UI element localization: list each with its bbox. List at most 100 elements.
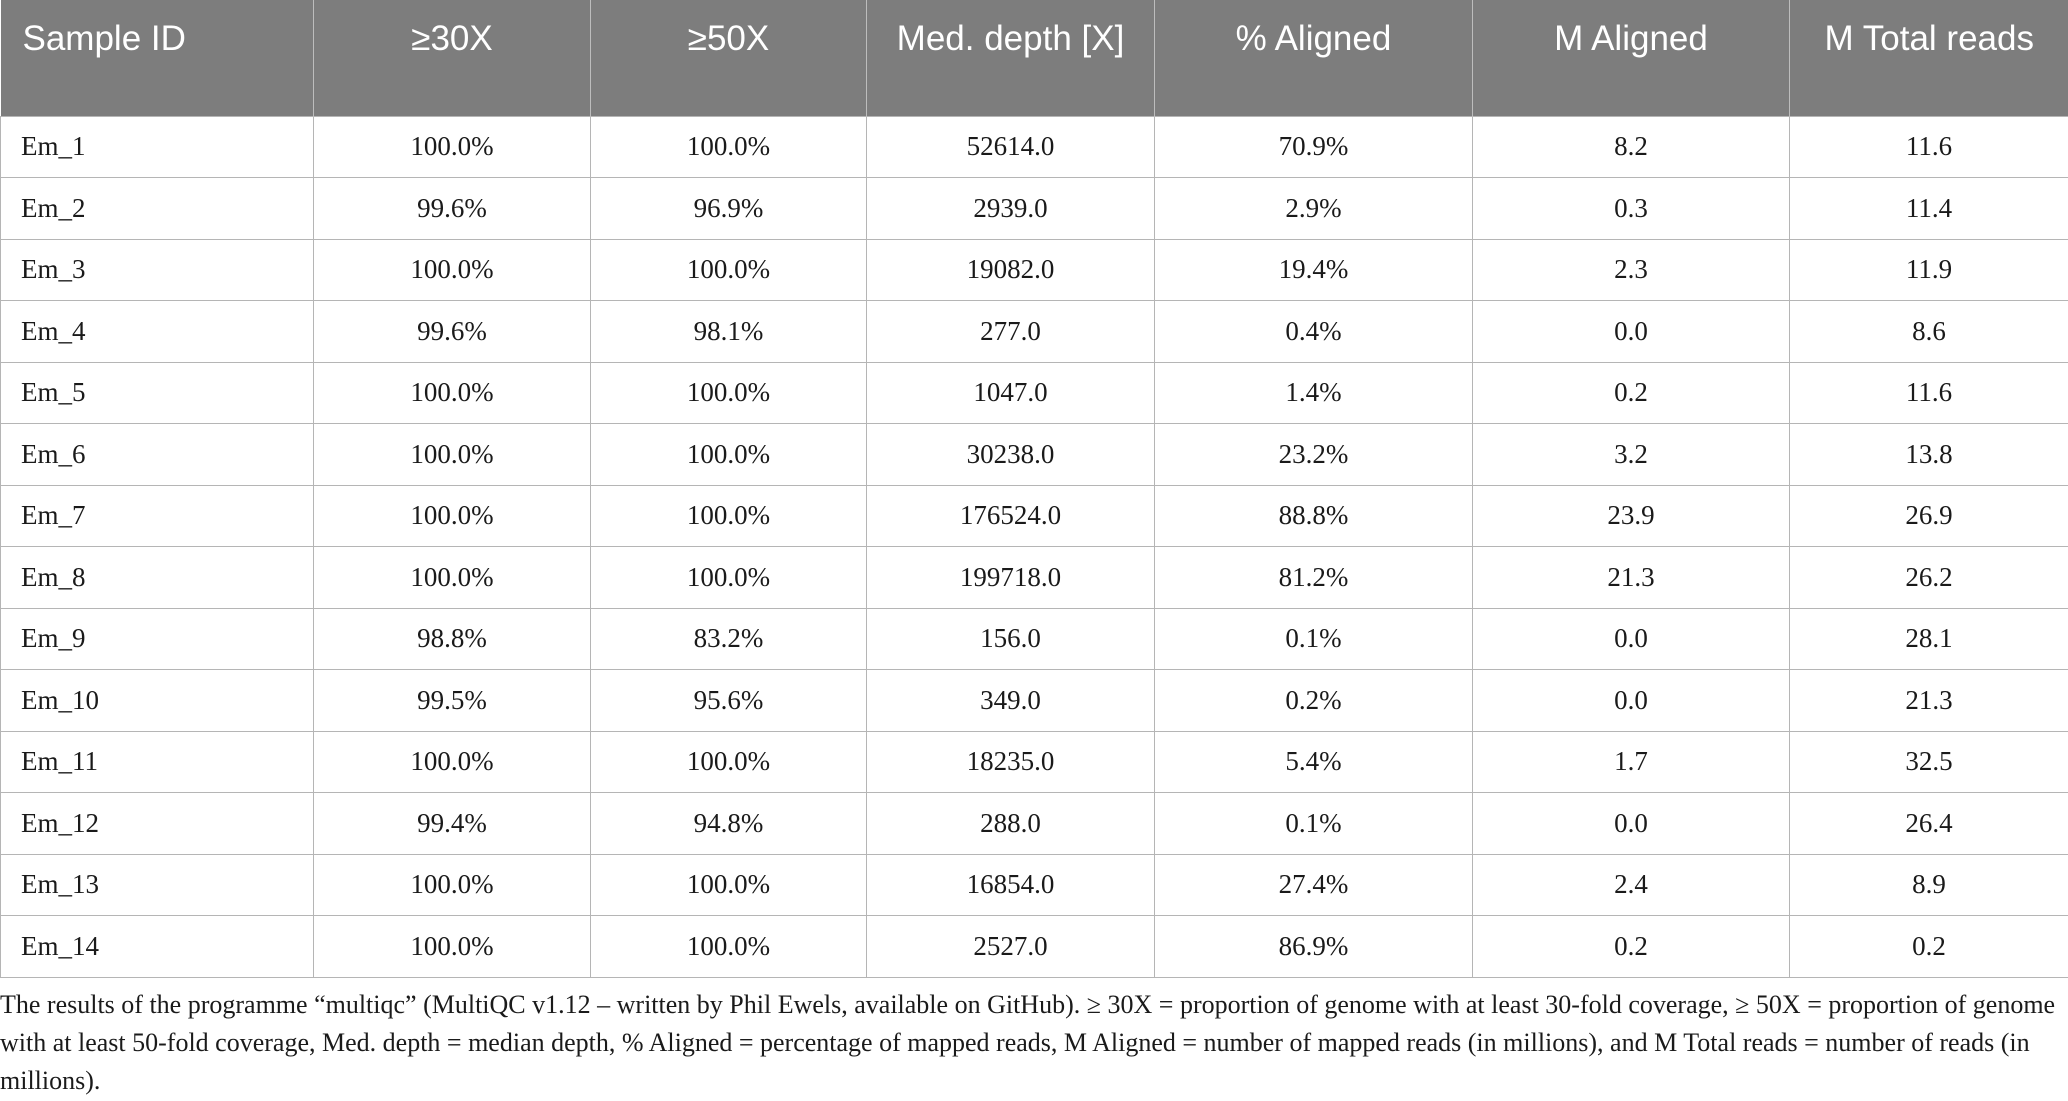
cell-median-depth: 1047.0	[866, 361, 1155, 424]
cell-sample-id: Em_7	[0, 484, 314, 547]
coverage-table: Sample ID ≥30X ≥50X Med. depth [X] % Ali…	[0, 0, 2068, 978]
cell-median-depth: 2939.0	[866, 177, 1155, 240]
cell-sample-id: Em_4	[0, 300, 314, 363]
cell-50x: 98.1%	[590, 300, 867, 363]
cell-50x: 100.0%	[590, 730, 867, 793]
cell-m-total-reads: 32.5	[1789, 730, 2068, 793]
cell-percent-aligned: 27.4%	[1154, 853, 1473, 916]
cell-percent-aligned: 0.4%	[1154, 300, 1473, 363]
header-30x: ≥30X	[313, 0, 591, 116]
cell-30x: 100.0%	[313, 730, 591, 793]
cell-percent-aligned: 0.2%	[1154, 669, 1473, 732]
cell-median-depth: 2527.0	[866, 915, 1155, 978]
table-row: Em_2 99.6% 96.9% 2939.0 2.9% 0.3 11.4	[0, 177, 2068, 240]
cell-30x: 100.0%	[313, 115, 591, 178]
cell-m-aligned: 0.0	[1472, 792, 1790, 855]
cell-median-depth: 30238.0	[866, 423, 1155, 486]
header-m-aligned: M Aligned	[1472, 0, 1790, 116]
cell-percent-aligned: 0.1%	[1154, 607, 1473, 670]
cell-30x: 98.8%	[313, 607, 591, 670]
cell-30x: 100.0%	[313, 546, 591, 609]
cell-m-total-reads: 0.2	[1789, 915, 2068, 978]
cell-m-aligned: 2.4	[1472, 853, 1790, 916]
cell-sample-id: Em_8	[0, 546, 314, 609]
cell-30x: 99.4%	[313, 792, 591, 855]
table-row: Em_9 98.8% 83.2% 156.0 0.1% 0.0 28.1	[0, 607, 2068, 670]
cell-50x: 100.0%	[590, 546, 867, 609]
cell-median-depth: 52614.0	[866, 115, 1155, 178]
cell-m-aligned: 8.2	[1472, 115, 1790, 178]
cell-50x: 100.0%	[590, 853, 867, 916]
cell-sample-id: Em_2	[0, 177, 314, 240]
cell-sample-id: Em_14	[0, 915, 314, 978]
cell-percent-aligned: 5.4%	[1154, 730, 1473, 793]
cell-50x: 100.0%	[590, 423, 867, 486]
cell-30x: 99.5%	[313, 669, 591, 732]
cell-50x: 100.0%	[590, 361, 867, 424]
cell-30x: 100.0%	[313, 853, 591, 916]
cell-median-depth: 176524.0	[866, 484, 1155, 547]
cell-m-aligned: 21.3	[1472, 546, 1790, 609]
cell-30x: 100.0%	[313, 915, 591, 978]
cell-median-depth: 199718.0	[866, 546, 1155, 609]
cell-30x: 100.0%	[313, 361, 591, 424]
cell-m-aligned: 0.2	[1472, 915, 1790, 978]
cell-percent-aligned: 86.9%	[1154, 915, 1473, 978]
table-row: Em_3 100.0% 100.0% 19082.0 19.4% 2.3 11.9	[0, 238, 2068, 301]
cell-percent-aligned: 19.4%	[1154, 238, 1473, 301]
cell-50x: 100.0%	[590, 484, 867, 547]
header-m-total-reads: M Total reads	[1789, 0, 2068, 116]
cell-m-total-reads: 28.1	[1789, 607, 2068, 670]
cell-50x: 100.0%	[590, 915, 867, 978]
table-header: Sample ID ≥30X ≥50X Med. depth [X] % Ali…	[0, 0, 2068, 116]
cell-sample-id: Em_13	[0, 853, 314, 916]
cell-sample-id: Em_1	[0, 115, 314, 178]
table-row: Em_1 100.0% 100.0% 52614.0 70.9% 8.2 11.6	[0, 115, 2068, 178]
cell-m-aligned: 0.0	[1472, 300, 1790, 363]
cell-m-total-reads: 11.6	[1789, 115, 2068, 178]
data-table-container: Sample ID ≥30X ≥50X Med. depth [X] % Ali…	[0, 0, 2068, 978]
cell-m-aligned: 2.3	[1472, 238, 1790, 301]
cell-sample-id: Em_11	[0, 730, 314, 793]
cell-30x: 99.6%	[313, 177, 591, 240]
cell-m-total-reads: 8.9	[1789, 853, 2068, 916]
table-row: Em_12 99.4% 94.8% 288.0 0.1% 0.0 26.4	[0, 792, 2068, 855]
cell-sample-id: Em_3	[0, 238, 314, 301]
cell-m-total-reads: 8.6	[1789, 300, 2068, 363]
cell-median-depth: 156.0	[866, 607, 1155, 670]
cell-30x: 100.0%	[313, 484, 591, 547]
cell-m-total-reads: 26.2	[1789, 546, 2068, 609]
header-50x: ≥50X	[590, 0, 867, 116]
cell-50x: 94.8%	[590, 792, 867, 855]
cell-50x: 95.6%	[590, 669, 867, 732]
cell-median-depth: 18235.0	[866, 730, 1155, 793]
header-sample-id: Sample ID	[0, 0, 314, 116]
cell-percent-aligned: 23.2%	[1154, 423, 1473, 486]
header-percent-aligned: % Aligned	[1154, 0, 1473, 116]
cell-50x: 96.9%	[590, 177, 867, 240]
table-row: Em_4 99.6% 98.1% 277.0 0.4% 0.0 8.6	[0, 300, 2068, 363]
cell-m-total-reads: 26.4	[1789, 792, 2068, 855]
cell-30x: 99.6%	[313, 300, 591, 363]
cell-m-aligned: 1.7	[1472, 730, 1790, 793]
cell-median-depth: 19082.0	[866, 238, 1155, 301]
table-row: Em_7 100.0% 100.0% 176524.0 88.8% 23.9 26.9	[0, 484, 2068, 547]
header-median-depth: Med. depth [X]	[866, 0, 1155, 116]
cell-30x: 100.0%	[313, 423, 591, 486]
cell-m-aligned: 23.9	[1472, 484, 1790, 547]
cell-m-total-reads: 13.8	[1789, 423, 2068, 486]
cell-m-aligned: 0.2	[1472, 361, 1790, 424]
cell-percent-aligned: 0.1%	[1154, 792, 1473, 855]
header-row: Sample ID ≥30X ≥50X Med. depth [X] % Ali…	[0, 0, 2068, 116]
cell-m-total-reads: 11.4	[1789, 177, 2068, 240]
cell-50x: 83.2%	[590, 607, 867, 670]
cell-m-total-reads: 26.9	[1789, 484, 2068, 547]
table-row: Em_11 100.0% 100.0% 18235.0 5.4% 1.7 32.5	[0, 730, 2068, 793]
table-row: Em_5 100.0% 100.0% 1047.0 1.4% 0.2 11.6	[0, 361, 2068, 424]
cell-50x: 100.0%	[590, 238, 867, 301]
cell-30x: 100.0%	[313, 238, 591, 301]
cell-m-aligned: 3.2	[1472, 423, 1790, 486]
table-row: Em_14 100.0% 100.0% 2527.0 86.9% 0.2 0.2	[0, 915, 2068, 978]
cell-sample-id: Em_10	[0, 669, 314, 732]
table-body: Em_1 100.0% 100.0% 52614.0 70.9% 8.2 11.6 Em_2 9…	[0, 115, 2068, 978]
